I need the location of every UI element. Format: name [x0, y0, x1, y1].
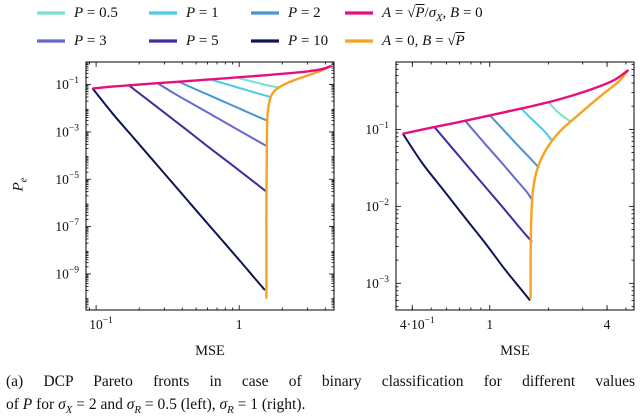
series-p05 — [234, 76, 280, 89]
x-axis-label-right: MSE — [500, 343, 530, 359]
plot-frame — [85, 61, 335, 311]
legend-swatch-p2 — [251, 11, 279, 15]
legend-swatch-p3 — [37, 39, 65, 43]
legend-swatch-p10 — [251, 39, 279, 43]
x-tick-label: 1 — [486, 317, 493, 332]
series-analog — [91, 65, 332, 90]
legend-label-p10: P = 10 — [288, 32, 329, 49]
y-tick-label: 10−5 — [55, 171, 79, 187]
y-tick-label: 10−2 — [365, 198, 389, 214]
legend-label-p5: P = 5 — [186, 32, 219, 49]
legend-item-analog: A = √P/σX, B = 0 — [344, 3, 483, 23]
y-tick-label: 10−7 — [55, 218, 79, 234]
series-p2 — [488, 114, 540, 169]
series-p5 — [433, 126, 533, 243]
legend-item-p2: P = 2 — [250, 3, 344, 23]
legend-swatch-p05 — [37, 11, 65, 15]
legend-swatch-p5 — [149, 39, 177, 43]
y-tick-label: 10−1 — [55, 76, 79, 92]
legend-label-p2: P = 2 — [288, 4, 321, 21]
legend-swatch-p1 — [149, 11, 177, 15]
caption-line-1: (a) DCP Pareto fronts in case of binary … — [6, 373, 635, 390]
caption-line-2: of P for σX = 2 and σR = 0.5 (left), σR … — [6, 395, 306, 416]
series-p3 — [464, 120, 534, 202]
series-p1 — [520, 107, 553, 142]
legend-item-p5: P = 5 — [148, 31, 250, 51]
series-p5 — [128, 84, 268, 193]
legend-label-p3: P = 3 — [74, 32, 107, 49]
legend-item-p1: P = 1 — [148, 3, 250, 23]
legend-item-digital: A = 0, B = √P — [344, 31, 483, 51]
chart-left: 10−1 1 10−1 10−3 10−5 10−7 10−9 MSE — [55, 61, 335, 359]
legend-item-p3: P = 3 — [36, 31, 148, 51]
series-p10 — [91, 87, 266, 291]
y-axis-label: Pe — [10, 177, 30, 192]
legend-swatch-digital — [345, 39, 373, 43]
x-tick-label: 4 — [604, 317, 611, 332]
series-p05 — [547, 100, 572, 123]
series-digital — [529, 69, 629, 299]
chart-right: 4·10−1 1 4 10−1 10−2 10−3 MSE — [365, 61, 635, 359]
figure-caption: (a) DCP Pareto fronts in case of binary … — [6, 371, 635, 416]
series-p2 — [178, 80, 269, 122]
x-tick-label: 4·10−1 — [400, 316, 435, 332]
legend: P = 0.5 P = 1 P = 2 A = √P/σX, B = 0 P = 3 P … — [36, 3, 483, 51]
series-digital — [265, 65, 332, 299]
y-tick-label: 10−9 — [55, 265, 79, 281]
legend-label-analog: A = √P/σX, B = 0 — [382, 4, 483, 24]
legend-label-p05: P = 0.5 — [74, 4, 118, 21]
y-tick-label: 10−3 — [365, 275, 389, 291]
series-p10 — [402, 133, 531, 301]
series-p1 — [208, 78, 272, 98]
y-tick-label: 10−1 — [365, 121, 389, 137]
legend-item-p10: P = 10 — [250, 31, 344, 51]
series-p3 — [156, 82, 268, 148]
x-tick-label: 1 — [236, 317, 243, 332]
legend-label-digital: A = 0, B = √P — [382, 32, 465, 49]
x-tick-label: 10−1 — [89, 316, 113, 332]
series-analog — [402, 69, 629, 135]
legend-label-p1: P = 1 — [186, 4, 219, 21]
legend-swatch-analog — [345, 11, 373, 15]
y-tick-label: 10−3 — [55, 123, 79, 139]
legend-item-p05: P = 0.5 — [36, 3, 148, 23]
plot-frame — [395, 61, 635, 311]
x-axis-label-left: MSE — [195, 343, 225, 359]
